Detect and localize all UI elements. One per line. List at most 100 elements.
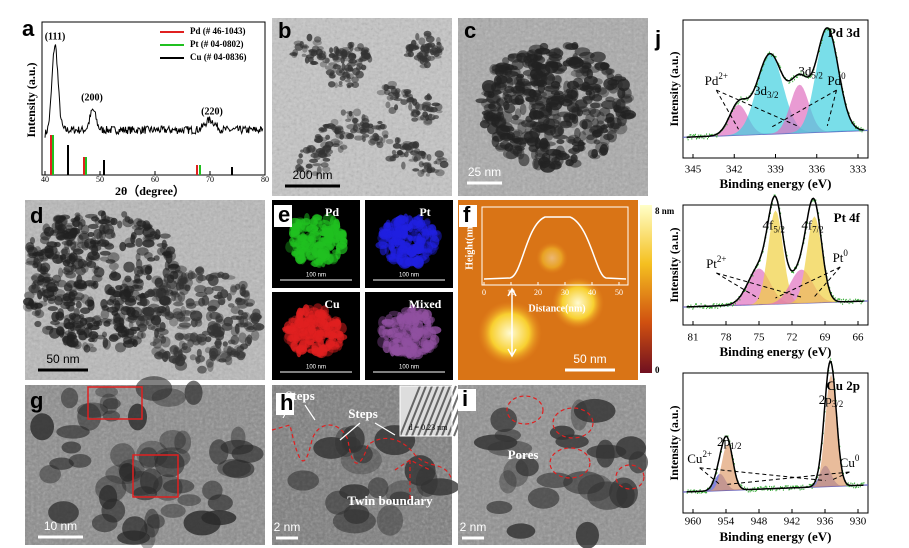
particle <box>487 117 500 123</box>
particle <box>306 224 319 233</box>
particle <box>72 320 84 329</box>
particle <box>117 220 123 229</box>
particle <box>173 301 184 307</box>
particle <box>565 88 573 94</box>
particle <box>424 218 431 226</box>
particle <box>339 144 348 150</box>
particle <box>427 117 435 121</box>
particle <box>119 241 127 252</box>
particle <box>119 463 136 482</box>
particle <box>163 308 171 316</box>
peak-label-base: 3d <box>754 83 768 98</box>
scale-label: 50 nm <box>46 352 79 366</box>
peak-label: Pt0 <box>833 248 849 265</box>
peak-label-base: 3d <box>798 63 812 78</box>
particle <box>401 144 410 150</box>
particle <box>185 298 195 307</box>
particle <box>159 321 166 331</box>
particle <box>217 296 226 306</box>
particle <box>419 55 426 61</box>
particle <box>147 257 156 262</box>
particle <box>549 425 575 440</box>
particle <box>423 330 431 335</box>
particle <box>180 272 187 282</box>
particle <box>352 117 359 124</box>
particle <box>41 285 52 294</box>
particle <box>225 355 233 366</box>
particle <box>496 105 503 112</box>
particle <box>616 482 635 509</box>
particle <box>338 230 347 243</box>
particle <box>325 134 331 140</box>
particle <box>75 283 88 290</box>
particle <box>55 232 67 241</box>
peak-label-base: Cu <box>840 455 856 470</box>
particle <box>238 280 248 290</box>
particle <box>429 326 442 335</box>
particle <box>139 298 150 307</box>
particle <box>125 295 138 303</box>
legend-label: Pd (# 46-1043) <box>190 26 246 36</box>
particle <box>115 325 127 334</box>
particle <box>408 336 421 341</box>
particle <box>207 274 219 287</box>
particle <box>573 398 616 423</box>
particle <box>290 230 301 238</box>
map-label: Cu <box>324 297 340 311</box>
particle <box>428 337 437 349</box>
particle <box>128 403 148 431</box>
particle <box>238 332 247 344</box>
peak-label: (200) <box>81 92 103 103</box>
particle <box>589 108 601 118</box>
particle <box>506 523 536 539</box>
envelope <box>686 359 864 493</box>
particle <box>327 244 334 251</box>
particle <box>527 487 560 509</box>
scale-label: 50 nm <box>573 352 606 366</box>
fit-component <box>683 210 868 307</box>
particle <box>354 135 364 141</box>
particle <box>601 68 614 75</box>
particle <box>78 230 90 240</box>
particle <box>425 114 430 121</box>
particle <box>63 270 74 276</box>
peak-label-sup: 2+ <box>718 71 728 81</box>
map-label: Pt <box>419 205 430 219</box>
x-tick-label: 948 <box>751 516 768 528</box>
particle <box>362 136 366 143</box>
particle <box>499 140 511 150</box>
particle <box>178 322 192 328</box>
particle <box>596 111 605 125</box>
particle <box>195 291 208 298</box>
particle <box>217 271 225 279</box>
particle <box>328 320 338 327</box>
particle <box>299 218 306 230</box>
particle <box>226 293 232 302</box>
particle <box>75 266 86 276</box>
particle <box>160 289 170 297</box>
particle <box>72 248 84 255</box>
particle <box>582 81 591 91</box>
particle <box>335 47 340 56</box>
particle <box>172 311 184 319</box>
particle <box>68 454 92 468</box>
peak-label-sub: 3/2 <box>767 90 779 100</box>
particle <box>32 262 39 269</box>
peak-label-sub: 3/2 <box>832 399 844 409</box>
particle <box>429 224 437 235</box>
particle <box>341 71 351 79</box>
particle <box>297 342 308 352</box>
x-tick-label: 20 <box>534 288 542 297</box>
particle <box>328 72 336 79</box>
x-tick-label: 30 <box>561 288 569 297</box>
particle <box>313 36 322 43</box>
particle <box>154 229 161 240</box>
fit-component <box>683 104 868 138</box>
fit-component <box>683 28 868 138</box>
particle <box>301 53 307 57</box>
particle <box>250 330 260 341</box>
particle <box>23 291 35 300</box>
x-axis-label: 2θ（degree） <box>115 183 185 198</box>
particle <box>65 271 77 279</box>
particle <box>378 325 386 338</box>
